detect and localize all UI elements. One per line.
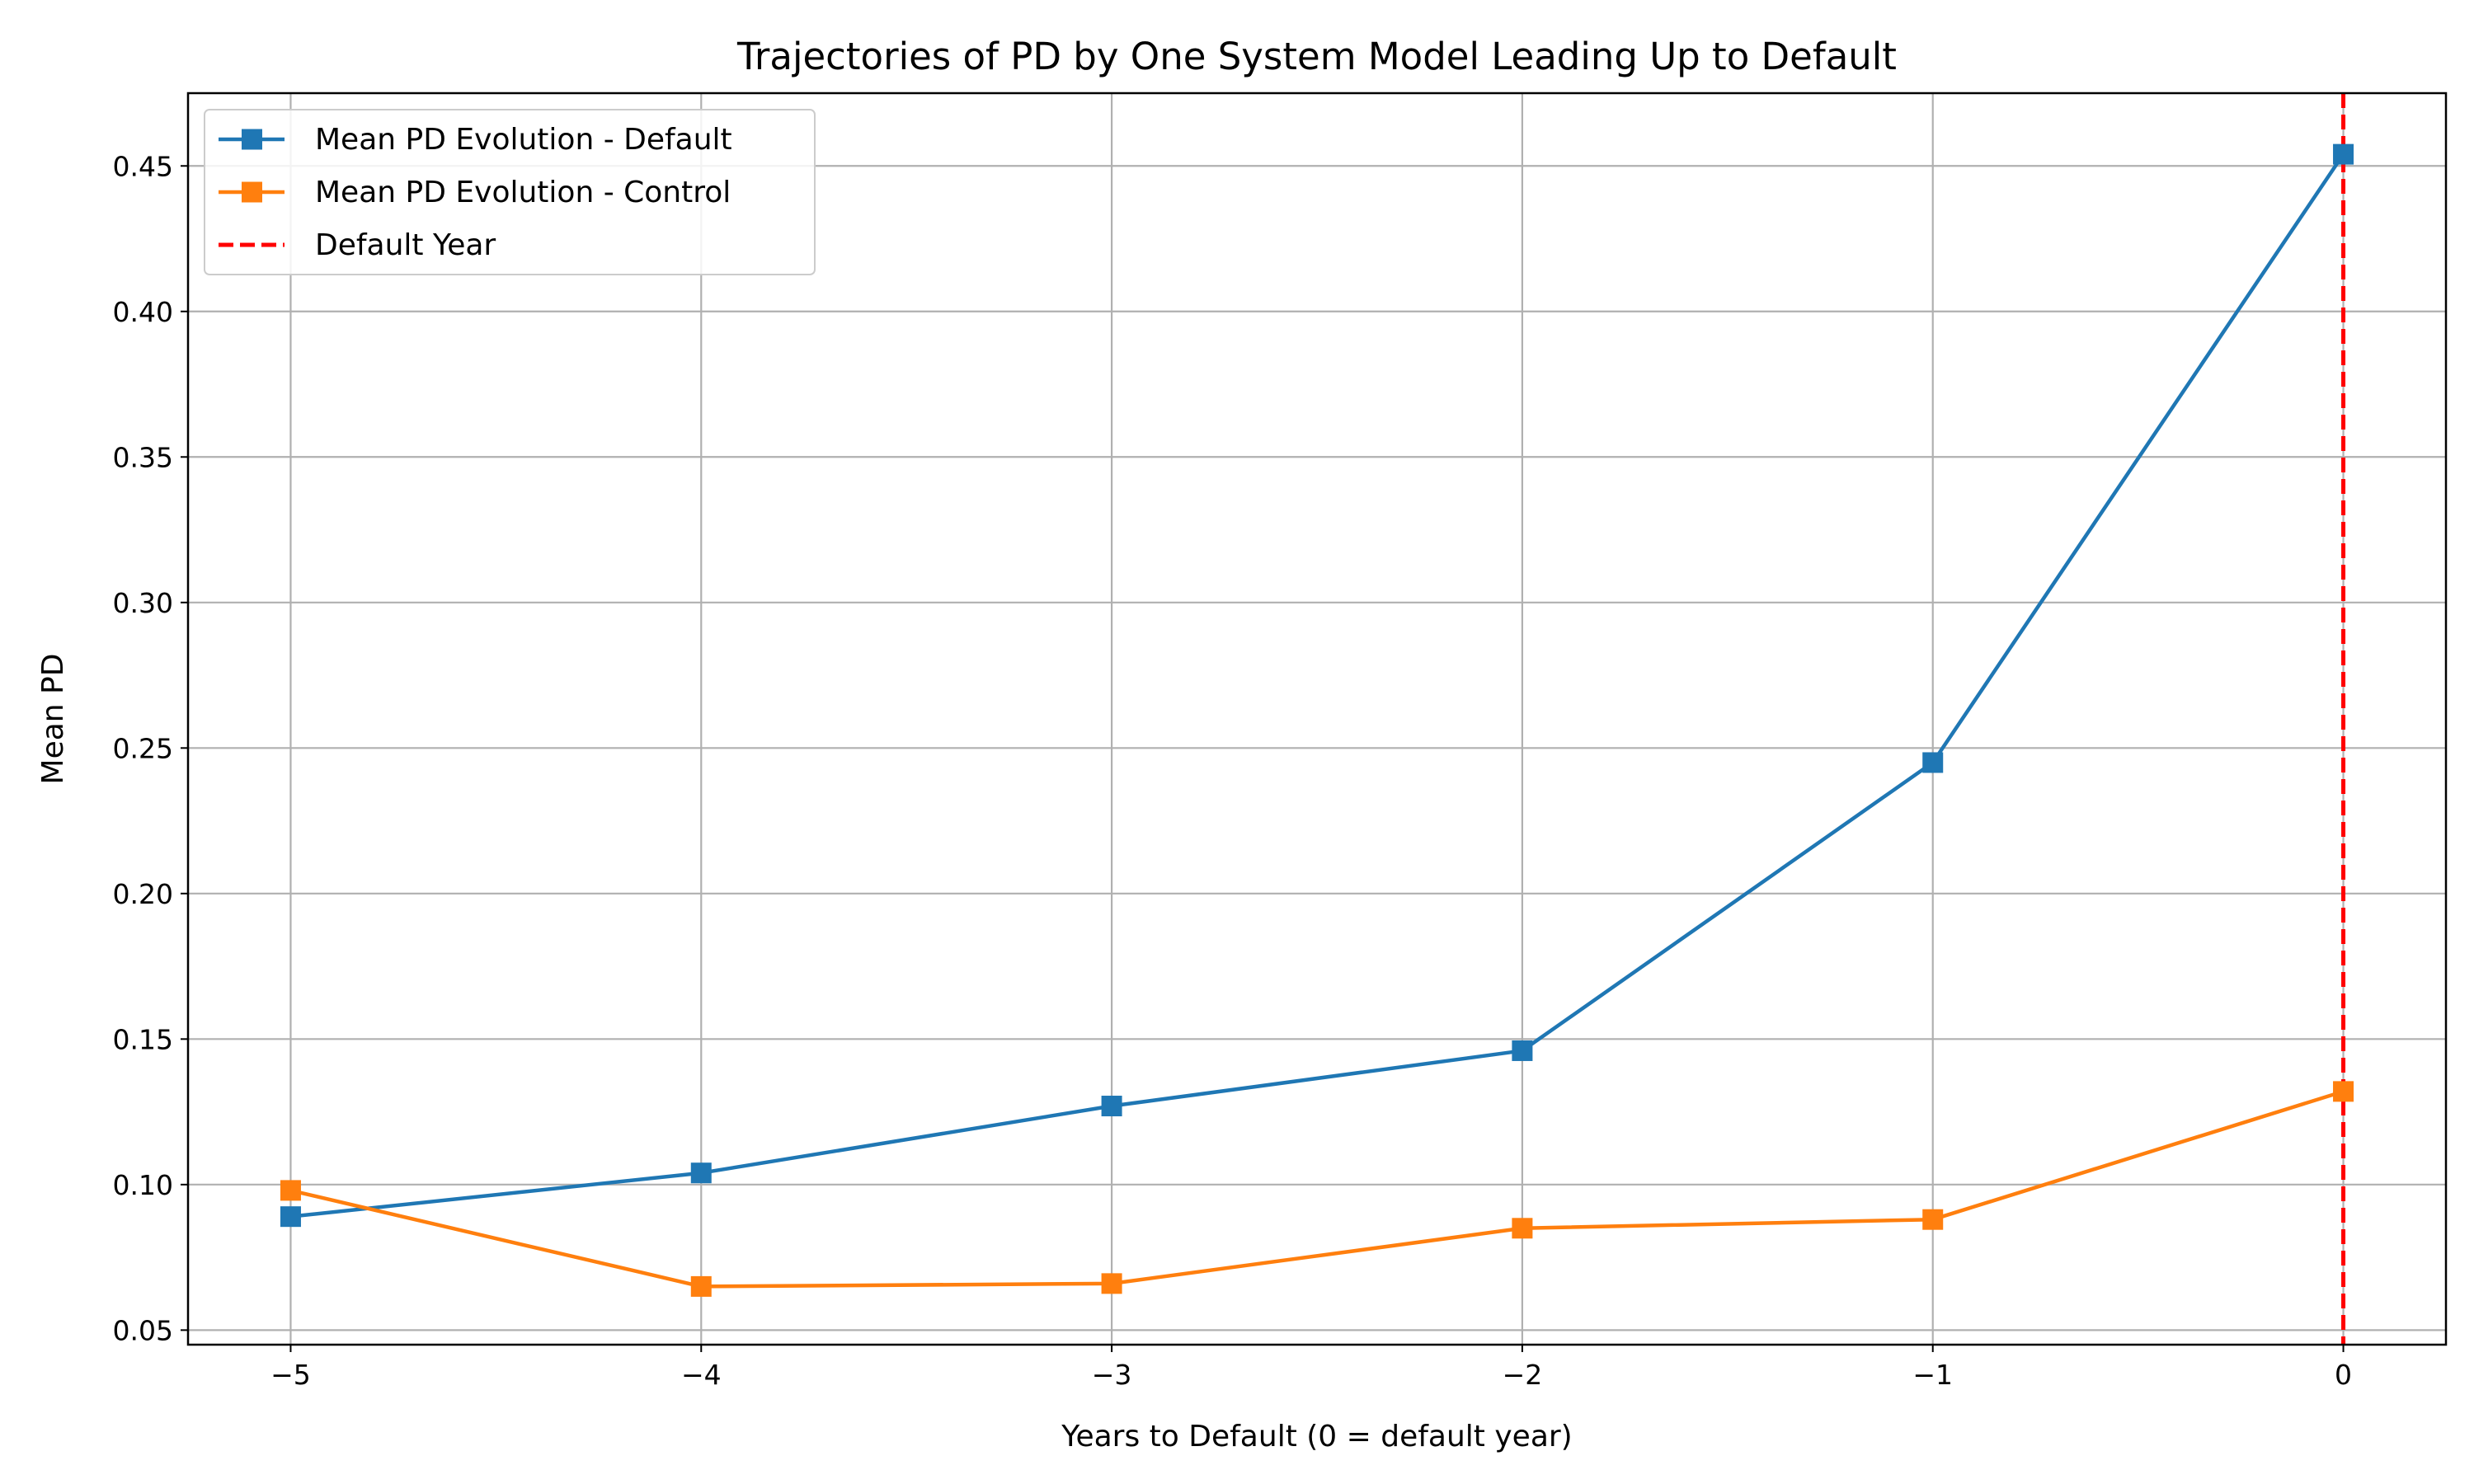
legend-box bbox=[204, 109, 816, 275]
legend-entry: Mean PD Evolution - Control bbox=[219, 176, 731, 209]
data-point-marker bbox=[690, 1275, 712, 1297]
legend-label: Mean PD Evolution - Default bbox=[315, 123, 732, 157]
series-line bbox=[289, 1089, 2345, 1289]
y-tick-label: 0.10 bbox=[113, 1169, 173, 1201]
series-layer bbox=[280, 143, 2354, 1297]
data-point-marker bbox=[2333, 143, 2354, 165]
y-tick-label: 0.25 bbox=[113, 732, 173, 764]
x-tick-label: −1 bbox=[1912, 1359, 1953, 1391]
plot-area-frame bbox=[186, 92, 2448, 1346]
x-tick-label: −5 bbox=[270, 1359, 311, 1391]
data-point-marker bbox=[1922, 752, 1944, 773]
legend-entry: Mean PD Evolution - Default bbox=[219, 123, 732, 157]
legend-label: Default Year bbox=[315, 228, 496, 262]
y-tick-label: 0.40 bbox=[113, 296, 173, 328]
legend-entry: Default Year bbox=[219, 228, 496, 262]
data-point-marker bbox=[1101, 1096, 1122, 1117]
data-point-marker bbox=[2333, 1081, 2354, 1102]
chart-title: Trajectories of PD by One System Model L… bbox=[736, 35, 1897, 78]
series-control bbox=[280, 1081, 2354, 1297]
x-tick-label: −3 bbox=[1092, 1359, 1132, 1391]
x-axis-ticks: −5 −4 −3 −2 −1 0 bbox=[270, 1345, 2352, 1391]
y-tick-label: 0.35 bbox=[113, 441, 173, 473]
x-tick-label: −2 bbox=[1503, 1359, 1543, 1391]
y-tick-label: 0.05 bbox=[113, 1314, 173, 1346]
legend-marker-swatch bbox=[242, 181, 262, 203]
x-axis-label: Years to Default (0 = default year) bbox=[1061, 1420, 1572, 1453]
series-line bbox=[290, 153, 2345, 1219]
y-axis-label: Mean PD bbox=[36, 654, 70, 785]
data-point-marker bbox=[1922, 1209, 1944, 1230]
data-point-marker bbox=[690, 1162, 712, 1184]
data-point-marker bbox=[280, 1180, 301, 1201]
legend-label: Mean PD Evolution - Control bbox=[315, 176, 731, 209]
data-point-marker bbox=[1101, 1273, 1122, 1294]
y-axis-ticks: 0.05 0.10 0.15 0.20 0.25 0.30 0.35 0.40 0.45 bbox=[113, 150, 188, 1346]
y-tick-label: 0.45 bbox=[113, 150, 173, 182]
legend: Mean PD Evolution - Default Mean PD Evolu… bbox=[204, 109, 816, 275]
data-point-marker bbox=[1512, 1218, 1533, 1239]
x-tick-label: −4 bbox=[681, 1359, 722, 1391]
data-point-marker bbox=[1512, 1040, 1533, 1061]
legend-marker-swatch bbox=[242, 129, 262, 150]
grid-lines bbox=[188, 93, 2446, 1345]
x-tick-label: 0 bbox=[2335, 1359, 2352, 1391]
y-tick-label: 0.30 bbox=[113, 587, 173, 619]
data-point-marker bbox=[280, 1206, 301, 1228]
y-tick-label: 0.15 bbox=[113, 1023, 173, 1055]
series-default bbox=[280, 143, 2354, 1228]
y-tick-label: 0.20 bbox=[113, 878, 173, 910]
